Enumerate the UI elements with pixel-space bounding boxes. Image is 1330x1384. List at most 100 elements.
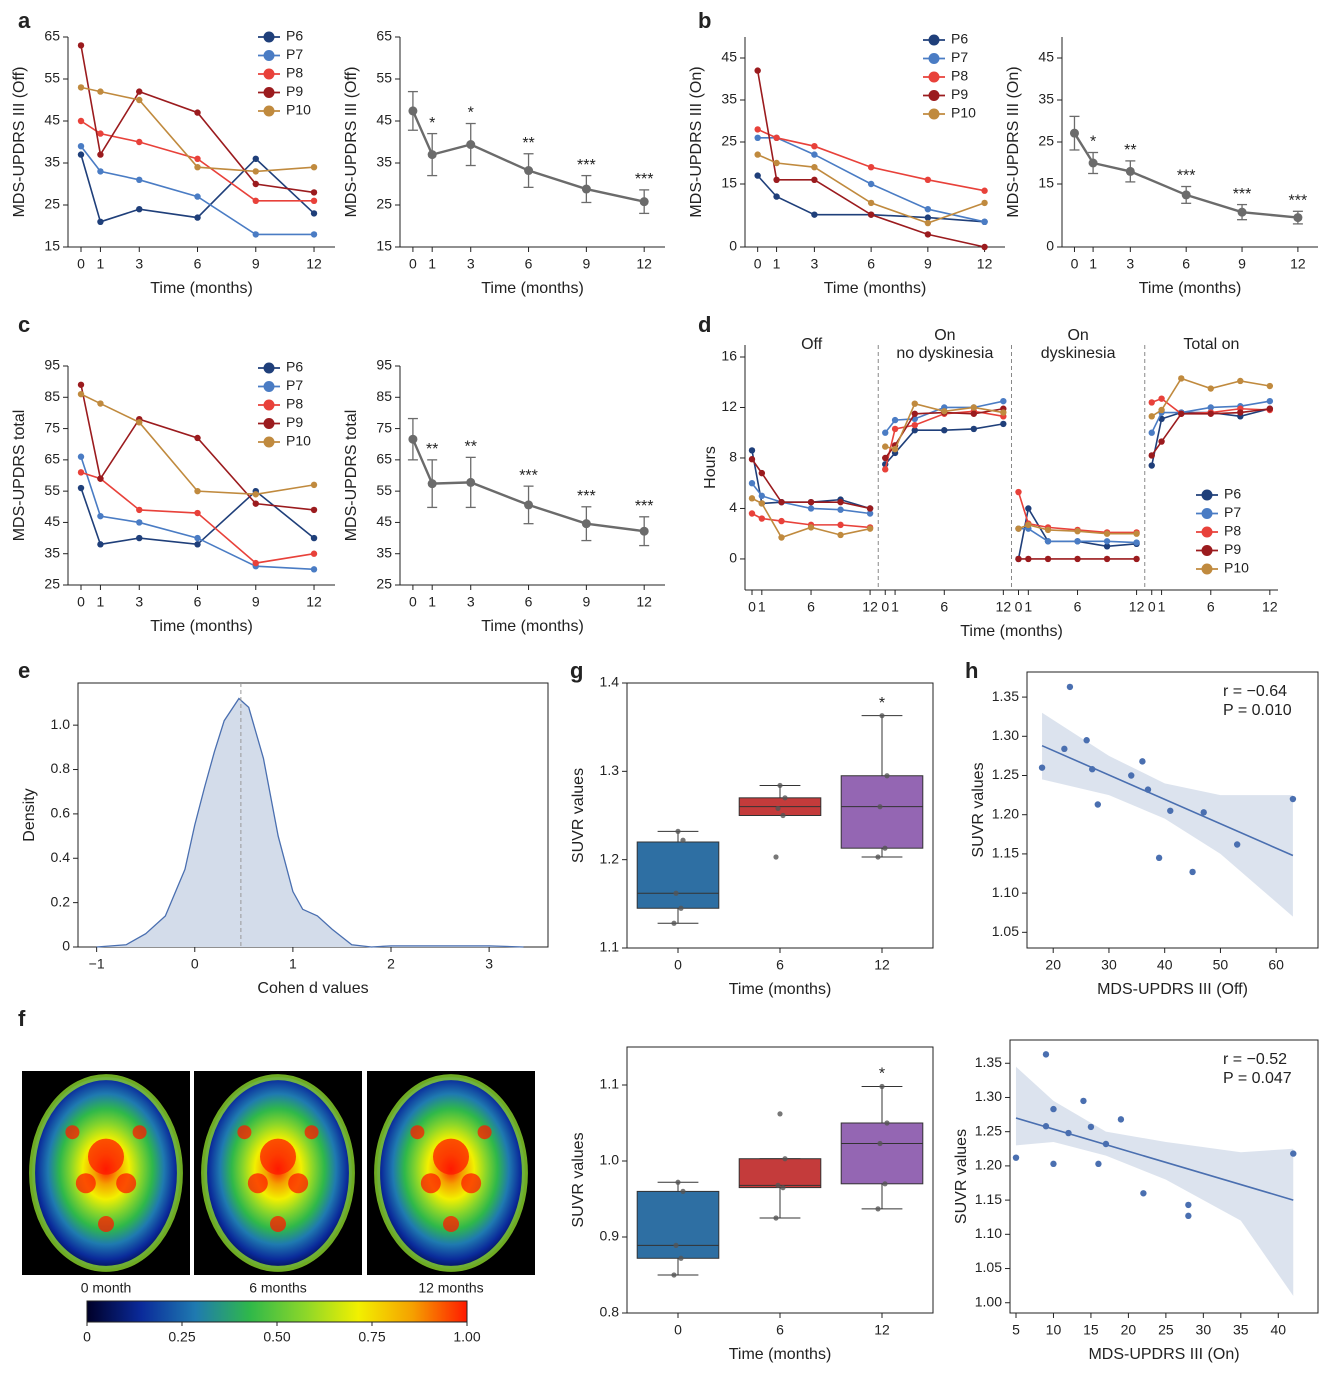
point	[310, 534, 318, 542]
y-tick-label: 65	[44, 28, 60, 44]
y-tick-label: 25	[376, 576, 392, 592]
y-tick-label: 45	[376, 112, 392, 128]
x-tick-label: 1	[428, 594, 436, 610]
point	[875, 854, 881, 860]
pet-hotspot	[477, 1125, 492, 1140]
point	[310, 231, 318, 238]
point	[671, 1272, 677, 1278]
y-tick-label: 15	[721, 175, 737, 191]
point	[867, 199, 875, 207]
x-tick-label: 0	[881, 599, 889, 615]
legend-marker	[263, 362, 275, 374]
point	[754, 172, 761, 179]
x-tick-label: 6	[525, 256, 533, 272]
y-tick-label: 0	[62, 938, 70, 954]
y-tick-label: 85	[44, 388, 60, 404]
point	[879, 713, 885, 719]
legend-label: P9	[1224, 541, 1241, 557]
x-tick-label: 1	[891, 599, 899, 615]
point	[1233, 841, 1241, 848]
x-tick-label: 6	[194, 594, 202, 610]
point	[310, 481, 318, 489]
point	[1289, 795, 1297, 803]
point	[1266, 405, 1274, 412]
x-axis-label: Time (months)	[150, 618, 253, 635]
point	[675, 1179, 681, 1185]
point	[911, 400, 918, 407]
legend-label: P10	[1224, 560, 1249, 576]
point	[1237, 409, 1244, 416]
y-tick-label: 85	[376, 388, 392, 404]
mean-point	[427, 150, 437, 160]
legend-label: P9	[286, 414, 303, 430]
x-tick-label: 3	[467, 256, 475, 272]
point	[194, 214, 201, 221]
y-tick-label: 15	[376, 238, 392, 254]
y-axis-label: Hours	[702, 446, 719, 489]
point	[778, 534, 785, 541]
legend-marker	[263, 436, 275, 448]
point	[252, 155, 259, 162]
y-tick-label: 1.2	[600, 850, 620, 866]
point	[252, 559, 259, 567]
point	[1148, 462, 1155, 469]
x-tick-label: 9	[1238, 256, 1246, 272]
legend-marker	[263, 50, 275, 61]
point	[1015, 525, 1022, 532]
point	[97, 130, 104, 137]
y-tick-label: 65	[376, 451, 392, 467]
y-axis-label: MDS-UPDRS III (On)	[1005, 66, 1022, 217]
point	[1103, 530, 1111, 537]
x-tick-label: 0	[77, 256, 85, 272]
legend-marker	[928, 34, 940, 46]
point	[1102, 1140, 1110, 1148]
point	[970, 404, 978, 411]
point	[77, 469, 85, 476]
point	[911, 427, 918, 434]
point	[758, 500, 766, 507]
x-tick-label: 0	[754, 256, 762, 272]
confidence-band	[1015, 1066, 1294, 1296]
panel-letter: h	[965, 658, 978, 683]
fit-line	[1041, 744, 1294, 857]
point	[924, 231, 932, 238]
x-tick-label: 1	[758, 599, 766, 615]
pet-hotspot	[132, 1125, 147, 1140]
y-tick-label: 1.3	[600, 762, 620, 778]
legend-label: P7	[286, 377, 303, 393]
point	[1185, 1201, 1192, 1209]
point	[877, 1140, 883, 1147]
point	[1015, 488, 1022, 496]
y-tick-label: 0	[729, 238, 737, 254]
x-tick-label: 6	[776, 1322, 784, 1338]
point	[1133, 539, 1140, 546]
mean-point	[639, 526, 649, 536]
image-label: 12 months	[418, 1280, 483, 1296]
point	[252, 168, 259, 175]
x-tick-label: 1	[97, 594, 105, 610]
x-tick-label: 12	[1129, 599, 1145, 615]
x-tick-label: 6	[776, 957, 784, 973]
significance: **	[465, 439, 477, 456]
y-tick-label: 45	[1038, 49, 1054, 65]
point	[252, 231, 259, 238]
mean-point	[524, 500, 534, 510]
point	[1178, 375, 1185, 382]
y-tick-label: 55	[44, 70, 60, 86]
y-tick-label: 0	[1046, 238, 1054, 254]
image-label: 0 month	[81, 1280, 132, 1296]
point	[310, 506, 318, 514]
x-tick-label: 12	[977, 256, 993, 272]
pet-hotspot	[247, 1173, 268, 1194]
point	[1044, 538, 1052, 545]
significance: ***	[577, 488, 596, 505]
point	[1066, 683, 1074, 691]
y-tick-label: 95	[376, 357, 392, 373]
point	[1185, 1212, 1192, 1220]
significance: ***	[577, 157, 596, 174]
point	[1042, 1051, 1050, 1058]
x-tick-label: −1	[89, 956, 105, 972]
pet-image-ring	[29, 1074, 183, 1272]
point	[866, 510, 874, 517]
series-line	[80, 154, 315, 223]
